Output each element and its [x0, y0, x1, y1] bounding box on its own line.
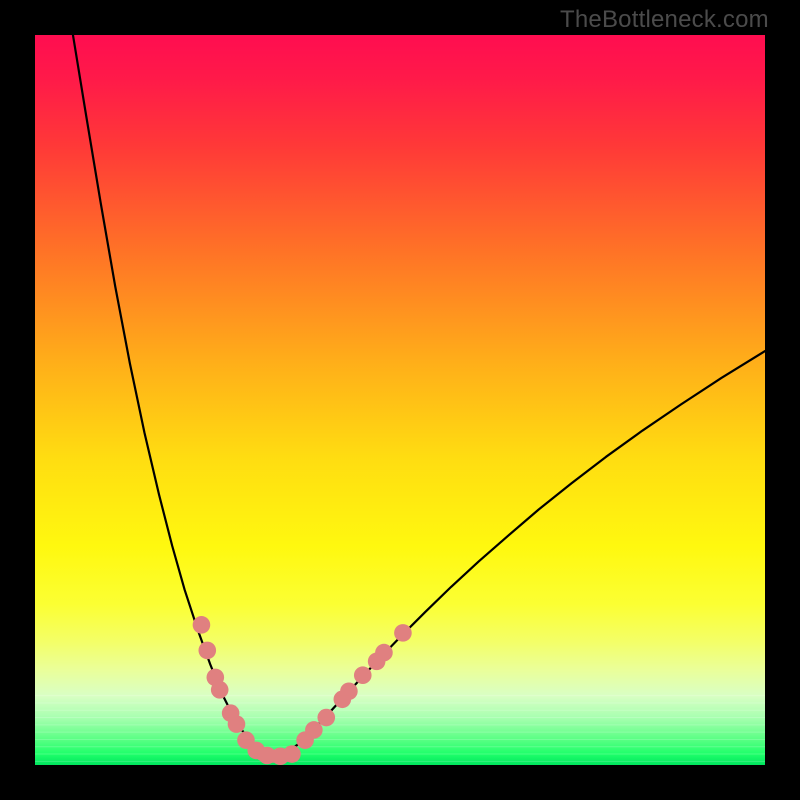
data-marker: [211, 681, 229, 699]
data-marker: [228, 715, 246, 733]
data-marker: [198, 642, 216, 660]
data-marker: [193, 616, 211, 634]
plot-svg: [0, 0, 800, 800]
data-marker: [305, 721, 323, 739]
border-right: [765, 0, 800, 800]
border-bottom: [0, 765, 800, 800]
data-marker: [394, 624, 412, 642]
data-marker: [340, 682, 358, 700]
border-left: [0, 0, 35, 800]
data-marker: [283, 745, 301, 763]
watermark-text: TheBottleneck.com: [560, 6, 769, 34]
data-marker: [375, 644, 393, 662]
data-marker: [317, 709, 335, 727]
image-frame: TheBottleneck.com: [0, 0, 800, 800]
plot-background: [35, 35, 765, 765]
data-marker: [354, 666, 372, 684]
